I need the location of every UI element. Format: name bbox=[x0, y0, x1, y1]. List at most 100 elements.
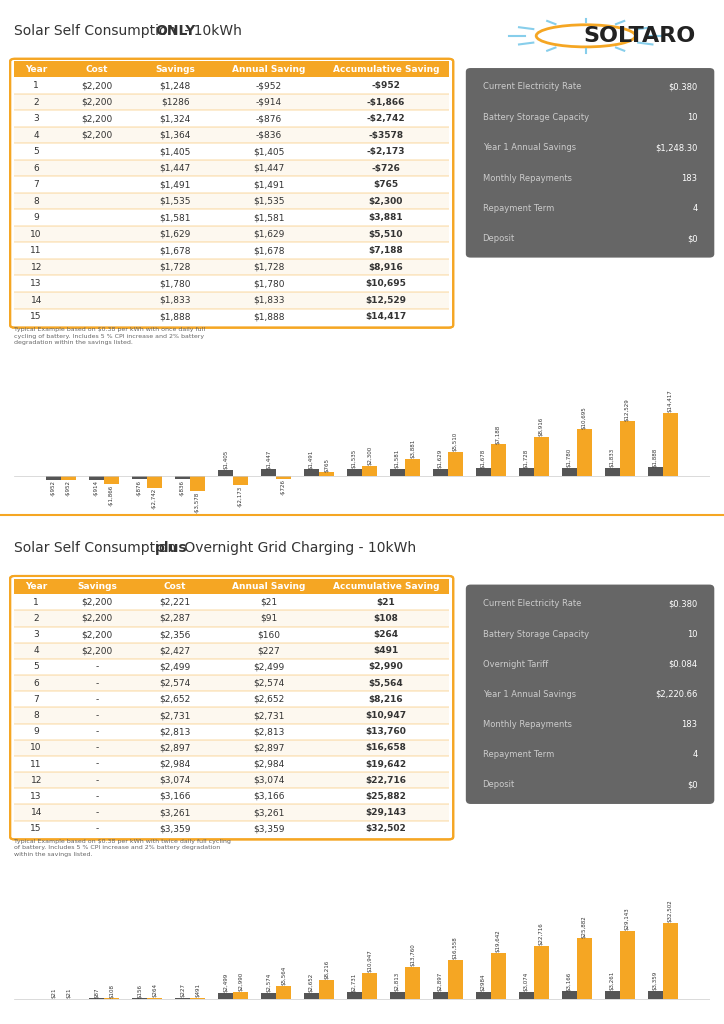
Text: $1,629: $1,629 bbox=[253, 229, 285, 239]
Bar bbox=[14, 675, 449, 691]
Text: $1,678: $1,678 bbox=[481, 449, 486, 468]
Text: Monthly Repayments: Monthly Repayments bbox=[483, 173, 571, 182]
Bar bbox=[46, 476, 61, 480]
Text: $8,216: $8,216 bbox=[324, 959, 329, 979]
Bar bbox=[14, 127, 449, 143]
Bar bbox=[218, 993, 233, 998]
Bar bbox=[276, 476, 291, 479]
Bar bbox=[448, 452, 463, 476]
Bar bbox=[14, 259, 449, 275]
Text: Deposit: Deposit bbox=[483, 234, 515, 244]
Text: 183: 183 bbox=[681, 720, 697, 729]
Text: Cost: Cost bbox=[164, 582, 187, 591]
Text: $1,728: $1,728 bbox=[159, 263, 191, 271]
Text: $25,882: $25,882 bbox=[366, 792, 406, 801]
Bar bbox=[663, 923, 678, 998]
Text: $21: $21 bbox=[66, 987, 71, 998]
Text: Battery Storage Capacity: Battery Storage Capacity bbox=[483, 630, 589, 639]
Text: $21: $21 bbox=[51, 987, 56, 998]
Text: $3,166: $3,166 bbox=[567, 972, 572, 990]
Text: $2,499: $2,499 bbox=[159, 663, 191, 672]
Bar bbox=[233, 992, 248, 998]
FancyBboxPatch shape bbox=[10, 58, 453, 328]
Text: Current Electricity Rate: Current Electricity Rate bbox=[483, 599, 581, 608]
Text: Typical Example based on $0.38 per kWh with twice daily full cycling
of battery.: Typical Example based on $0.38 per kWh w… bbox=[14, 839, 232, 857]
Text: -: - bbox=[96, 792, 98, 801]
Text: Overnight Grid Charging - 10kWh: Overnight Grid Charging - 10kWh bbox=[180, 541, 416, 555]
Text: Monthly Repayments: Monthly Repayments bbox=[483, 720, 571, 729]
Bar bbox=[61, 476, 76, 480]
Text: $12,529: $12,529 bbox=[366, 296, 406, 305]
Text: Year 1 Annual Savings: Year 1 Annual Savings bbox=[483, 690, 576, 698]
Text: $2,897: $2,897 bbox=[253, 743, 285, 753]
FancyBboxPatch shape bbox=[466, 585, 715, 804]
Bar bbox=[390, 992, 405, 998]
Bar bbox=[405, 967, 420, 998]
Bar bbox=[132, 476, 147, 479]
Bar bbox=[14, 111, 449, 127]
Text: $8,916: $8,916 bbox=[539, 417, 544, 436]
Text: $0.084: $0.084 bbox=[668, 659, 697, 669]
Bar bbox=[605, 468, 620, 476]
Text: Annual Saving: Annual Saving bbox=[232, 582, 306, 591]
Bar bbox=[319, 980, 334, 998]
Text: $1,833: $1,833 bbox=[159, 296, 191, 305]
Text: Annual Saving: Annual Saving bbox=[232, 65, 306, 74]
Text: $1,535: $1,535 bbox=[253, 197, 285, 206]
Bar bbox=[218, 470, 233, 476]
Bar bbox=[648, 991, 663, 998]
Text: $8,916: $8,916 bbox=[369, 263, 403, 271]
Text: Year 1 Annual Savings: Year 1 Annual Savings bbox=[483, 143, 576, 153]
Bar bbox=[14, 210, 449, 226]
Text: 9: 9 bbox=[33, 727, 39, 736]
Text: 1: 1 bbox=[33, 598, 39, 607]
Bar bbox=[534, 946, 549, 998]
Bar bbox=[14, 643, 449, 658]
Text: -$2,742: -$2,742 bbox=[366, 115, 405, 123]
Text: $160: $160 bbox=[257, 630, 280, 639]
Text: -$1,866: -$1,866 bbox=[366, 97, 405, 106]
Text: $22,716: $22,716 bbox=[366, 776, 406, 784]
Text: $2,200: $2,200 bbox=[81, 630, 113, 639]
Text: 183: 183 bbox=[681, 173, 697, 182]
Text: $491: $491 bbox=[195, 983, 200, 996]
Text: 9: 9 bbox=[33, 213, 39, 222]
Bar bbox=[362, 973, 377, 998]
Text: $5,564: $5,564 bbox=[281, 966, 286, 985]
Text: $8,216: $8,216 bbox=[369, 695, 403, 703]
Bar bbox=[14, 308, 449, 325]
Text: - 10kWh: - 10kWh bbox=[180, 24, 242, 38]
Text: -$836: -$836 bbox=[256, 131, 282, 139]
Text: $2,897: $2,897 bbox=[159, 743, 191, 753]
Text: $91: $91 bbox=[260, 614, 277, 623]
Bar bbox=[14, 691, 449, 708]
Text: Repayment Term: Repayment Term bbox=[483, 750, 554, 759]
Text: $32,502: $32,502 bbox=[668, 900, 673, 923]
Text: $1,888: $1,888 bbox=[653, 447, 658, 467]
Text: 6: 6 bbox=[33, 164, 39, 173]
Text: $1,405: $1,405 bbox=[159, 147, 191, 157]
Text: 5: 5 bbox=[33, 147, 39, 157]
Text: 14: 14 bbox=[30, 808, 42, 817]
Bar bbox=[491, 953, 506, 998]
Text: $3,261: $3,261 bbox=[253, 808, 285, 817]
Text: $1,491: $1,491 bbox=[309, 450, 314, 469]
Text: 15: 15 bbox=[30, 824, 42, 834]
Bar bbox=[534, 437, 549, 476]
Text: $3,359: $3,359 bbox=[253, 824, 285, 834]
Text: 12: 12 bbox=[30, 776, 42, 784]
Text: $3,074: $3,074 bbox=[253, 776, 285, 784]
Text: -$2,173: -$2,173 bbox=[238, 485, 243, 507]
Text: $0: $0 bbox=[687, 780, 697, 790]
Text: $765: $765 bbox=[374, 180, 398, 189]
Text: $1,678: $1,678 bbox=[253, 246, 285, 255]
Text: $3,359: $3,359 bbox=[653, 971, 658, 990]
Bar bbox=[14, 820, 449, 837]
Text: $14,417: $14,417 bbox=[366, 312, 406, 322]
Text: $1,491: $1,491 bbox=[159, 180, 191, 189]
Text: $87: $87 bbox=[94, 987, 99, 997]
Text: 3: 3 bbox=[33, 630, 39, 639]
Text: $7,188: $7,188 bbox=[369, 246, 403, 255]
Text: $5,510: $5,510 bbox=[453, 432, 458, 451]
Text: 8: 8 bbox=[33, 197, 39, 206]
